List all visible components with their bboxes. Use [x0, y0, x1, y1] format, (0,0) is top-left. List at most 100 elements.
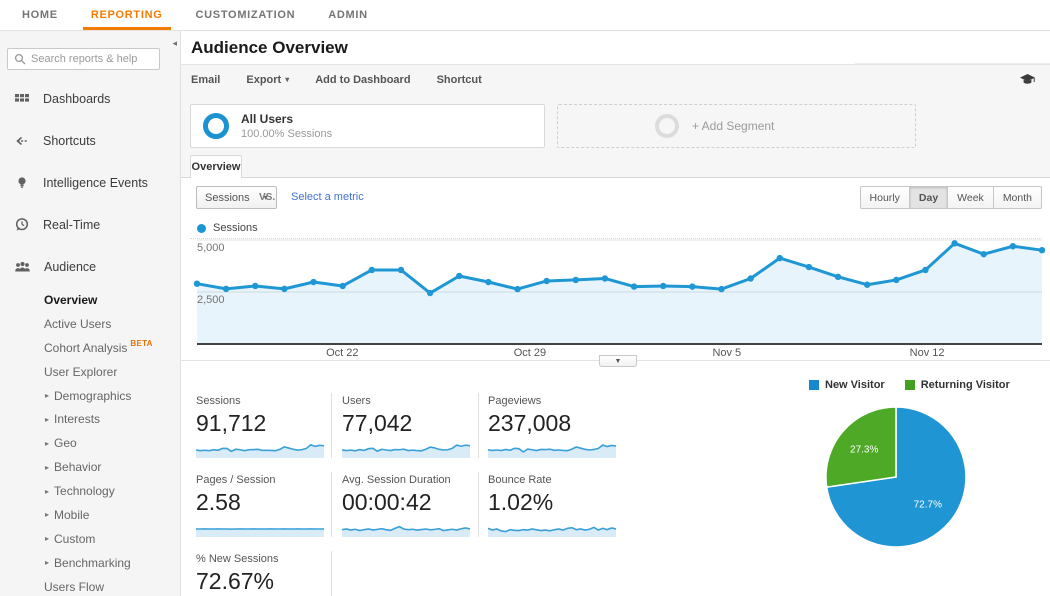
metric-card-users[interactable]: Users 77,042: [342, 395, 474, 458]
segment-title: All Users: [241, 112, 294, 126]
sessions-legend-dot-icon: [197, 223, 206, 233]
svg-text:Nov 12: Nov 12: [910, 347, 945, 359]
export-button[interactable]: Export ▾: [246, 74, 289, 86]
svg-text:Nov 5: Nov 5: [712, 347, 741, 359]
sidebar-item-label: Shortcuts: [43, 134, 96, 148]
add-segment-button[interactable]: + Add Segment: [557, 104, 916, 148]
sidebar-subitem-users-flow[interactable]: Users Flow: [0, 575, 180, 596]
chevron-right-icon: ▸: [45, 510, 50, 520]
sidebar-subitem-label: Active Users: [44, 316, 112, 331]
sidebar-item-label: Intelligence Events: [43, 176, 148, 190]
metric-separator: [478, 472, 479, 537]
sidebar-subitem-overview[interactable]: Overview: [0, 288, 180, 312]
nav-home[interactable]: HOME: [22, 9, 58, 21]
legend-returning-visitor[interactable]: Returning Visitor: [904, 379, 1010, 391]
metric-label: Avg. Session Duration: [342, 474, 451, 486]
chart-collapse-button[interactable]: ▼: [599, 355, 637, 367]
sparkline: [342, 444, 470, 458]
sidebar-subitem-cohort-analysis[interactable]: Cohort Analysis BETA: [0, 336, 180, 360]
granularity-week-button[interactable]: Week: [948, 186, 994, 209]
metric-card-pageviews[interactable]: Pageviews 237,008: [488, 395, 620, 458]
sidebar-subitem-label: Custom: [54, 531, 96, 546]
sidebar-subitem-label: User Explorer: [44, 364, 118, 379]
search-icon: [14, 53, 26, 65]
nav-admin[interactable]: ADMIN: [328, 9, 368, 21]
tutorial-graduation-cap-icon[interactable]: [1019, 72, 1036, 92]
granularity-hourly-button[interactable]: Hourly: [859, 186, 910, 209]
top-nav: HOME REPORTING CUSTOMIZATION ADMIN: [0, 0, 1050, 31]
sidebar-subitem-mobile[interactable]: ▸ Mobile: [0, 503, 180, 527]
metric-label: Pages / Session: [196, 474, 276, 486]
action-bar: Email Export ▾ Add to Dashboard Shortcut: [181, 64, 1050, 94]
sidebar-subitem-user-explorer[interactable]: User Explorer: [0, 360, 180, 384]
visitor-type-pie-chart[interactable]: 72.7% 27.3%: [821, 402, 971, 552]
sidebar-subitem-label: Benchmarking: [54, 555, 131, 570]
search-input[interactable]: [31, 53, 149, 65]
sidebar-subitem-technology[interactable]: ▸ Technology: [0, 479, 180, 503]
sidebar-collapse-icon[interactable]: ◂: [172, 38, 177, 48]
sidebar-item-intelligence-events[interactable]: Intelligence Events: [0, 162, 180, 204]
metric-select-dropdown[interactable]: Sessions ▾: [196, 186, 277, 209]
beta-badge: BETA: [130, 339, 153, 349]
returning-visitor-swatch-icon: [904, 380, 915, 390]
sidebar-subitem-benchmarking[interactable]: ▸ Benchmarking: [0, 551, 180, 575]
svg-text:27.3%: 27.3%: [850, 445, 878, 456]
main-content: Audience Overview Email Export ▾ Add to …: [181, 31, 1050, 596]
all-users-segment[interactable]: All Users 100.00% Sessions: [190, 104, 545, 148]
search-box[interactable]: [7, 48, 160, 70]
sessions-line-chart[interactable]: 2,500 5,000 Oct 22 Oct 29 Nov 5 Nov 12: [190, 238, 1050, 360]
pie-legend: New Visitor Returning Visitor: [809, 379, 1010, 391]
metric-card-bounce-rate[interactable]: Bounce Rate 1.02%: [488, 474, 620, 537]
chart-legend: Sessions: [197, 222, 258, 234]
sidebar-item-shortcuts[interactable]: Shortcuts: [0, 120, 180, 162]
legend-new-visitor[interactable]: New Visitor: [809, 379, 885, 391]
metric-card-new-sessions[interactable]: % New Sessions 72.67%: [196, 553, 328, 596]
tab-overview[interactable]: Overview: [190, 155, 242, 178]
sidebar-item-audience[interactable]: Audience: [0, 246, 180, 288]
metric-card-pages-per-session[interactable]: Pages / Session 2.58: [196, 474, 328, 537]
metric-label: % New Sessions: [196, 553, 279, 565]
shortcut-button[interactable]: Shortcut: [436, 73, 482, 86]
sidebar-nav: Dashboards Shortcuts Intelligence Events: [0, 78, 180, 596]
granularity-month-button[interactable]: Month: [993, 186, 1042, 209]
nav-customization[interactable]: CUSTOMIZATION: [195, 9, 296, 21]
metric-card-sessions[interactable]: Sessions 91,712: [196, 395, 328, 458]
granularity-toggle: Hourly Day Week Month: [859, 186, 1042, 209]
sidebar-subitem-custom[interactable]: ▸ Custom: [0, 527, 180, 551]
svg-text:72.7%: 72.7%: [914, 500, 942, 511]
shortcuts-icon: [16, 136, 28, 146]
granularity-day-button[interactable]: Day: [909, 186, 949, 209]
overview-module: Sessions ▾ VS. Select a metric Hourly Da…: [181, 178, 1050, 596]
sidebar-subitem-interests[interactable]: ▸ Interests: [0, 407, 180, 431]
metric-separator: [331, 472, 332, 537]
add-to-dashboard-button[interactable]: Add to Dashboard: [315, 73, 411, 86]
add-segment-label: + Add Segment: [692, 119, 775, 133]
sidebar-subitem-behavior[interactable]: ▸ Behavior: [0, 455, 180, 479]
sidebar-subitem-active-users[interactable]: Active Users: [0, 312, 180, 336]
sidebar-subitem-label: Behavior: [54, 460, 102, 475]
metric-value: 237,008: [488, 410, 572, 436]
sparkline: [488, 444, 616, 458]
metric-value: 72.67%: [196, 568, 275, 594]
metric-label: Sessions: [196, 395, 241, 407]
select-metric-link[interactable]: Select a metric: [291, 191, 364, 203]
dashboards-icon: [15, 94, 29, 102]
metric-label: Bounce Rate: [488, 474, 552, 486]
sidebar-subitem-label: Overview: [44, 292, 98, 307]
svg-text:Oct 29: Oct 29: [514, 347, 546, 359]
sidebar-subitem-demographics[interactable]: ▸ Demographics: [0, 384, 180, 408]
email-button[interactable]: Email: [191, 73, 221, 86]
header-divider: [855, 63, 1050, 64]
sidebar-item-label: Audience: [44, 260, 97, 274]
sparkline: [196, 443, 324, 458]
sidebar-item-dashboards[interactable]: Dashboards: [0, 78, 180, 120]
metric-card-avg-session-duration[interactable]: Avg. Session Duration 00:00:42: [342, 474, 474, 537]
sidebar-subitem-geo[interactable]: ▸ Geo: [0, 431, 180, 455]
sidebar-item-label: Real-Time: [43, 218, 101, 232]
nav-reporting[interactable]: REPORTING: [82, 0, 171, 30]
sidebar-item-real-time[interactable]: Real-Time: [0, 204, 180, 246]
sidebar: ◂ Dashboards Shortcuts: [0, 31, 181, 596]
chart-top-border: [190, 238, 1042, 239]
legend-label: Returning Visitor: [920, 379, 1010, 391]
